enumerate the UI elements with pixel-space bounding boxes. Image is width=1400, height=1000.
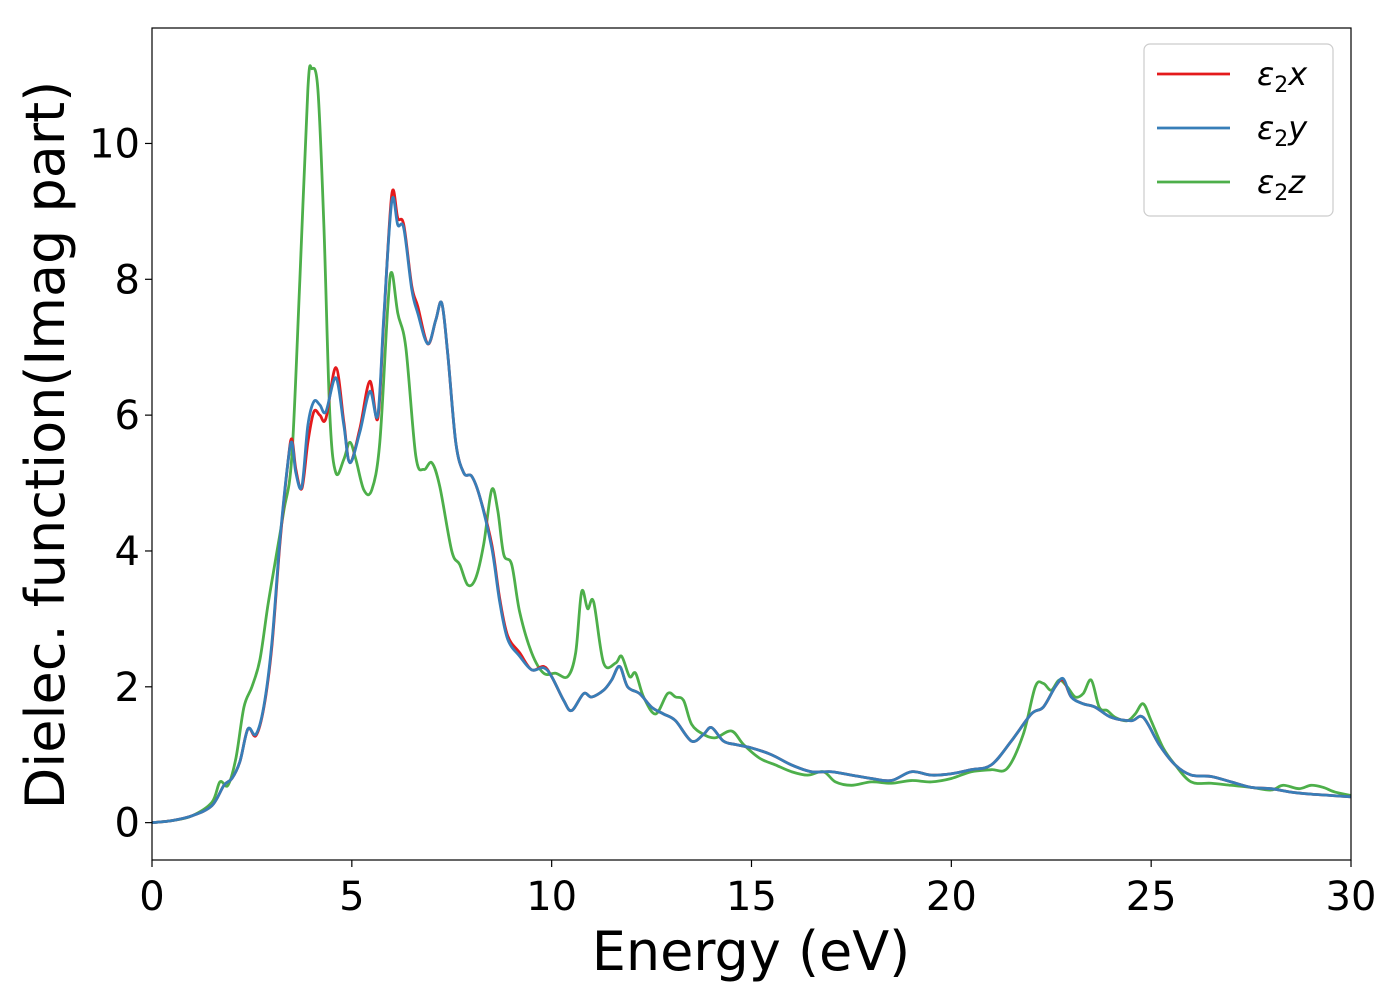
x-axis-label: Energy (eV) [592,920,911,983]
x-tick-label: 15 [726,874,777,920]
legend-box [1143,43,1334,217]
legend-axis-letter: z [1287,163,1306,201]
legend-symbol: ε [1257,109,1274,147]
x-tick-label: 0 [139,874,164,920]
y-tick-label: 6 [115,393,140,439]
y-tick-label: 8 [115,257,140,303]
y-tick-label: 10 [89,121,140,167]
legend-subscript: 2 [1274,127,1288,152]
x-tick-label: 20 [926,874,977,920]
x-tick-label: 10 [526,874,577,920]
y-tick-label: 0 [115,801,140,847]
y-tick-label: 2 [115,665,140,711]
legend-subscript: 2 [1274,73,1288,98]
x-tick-label: 30 [1326,874,1377,920]
x-tick-label: 25 [1126,874,1177,920]
y-tick-label: 4 [115,529,140,575]
series-line-z [152,64,1351,825]
series-layer [152,64,1351,825]
legend-label-x: ε2x [1257,55,1308,98]
legend-symbol: ε [1257,55,1274,93]
legend-label-y: ε2y [1257,109,1308,152]
legend-label-z: ε2z [1257,163,1306,206]
x-tick-label: 5 [339,874,364,920]
series-line-y [152,196,1351,825]
x-axis-ticks: 0 5 10 15 20 25 30 [139,860,1376,920]
y-axis-ticks: 0 2 4 6 8 10 [89,121,152,847]
legend-subscript: 2 [1274,181,1288,206]
legend-symbol: ε [1257,163,1274,201]
legend-axis-letter: x [1287,55,1308,93]
legend-axis-letter: y [1287,109,1308,147]
y-axis-label: Dielec. function(Imag part) [14,81,77,810]
